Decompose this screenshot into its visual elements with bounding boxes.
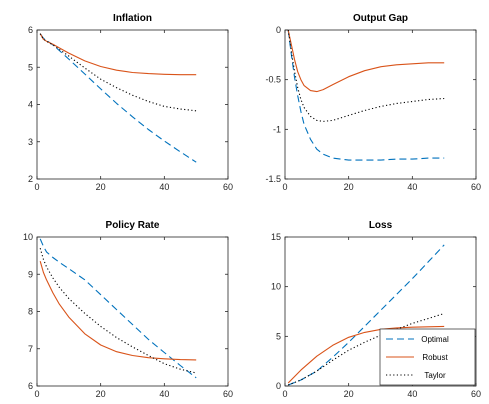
- y-tick-label: 9: [28, 269, 33, 279]
- y-tick-label: 6: [28, 381, 33, 391]
- x-tick-label: 40: [159, 389, 169, 399]
- chart-title: Inflation: [113, 13, 152, 24]
- series-line-taylor: [287, 312, 445, 386]
- series-line-optimal: [287, 29, 445, 161]
- series-line-optimal: [39, 33, 197, 163]
- series-line-robust: [287, 29, 445, 93]
- x-tick-label: 40: [407, 389, 417, 399]
- series-line-robust: [39, 261, 197, 361]
- legend-label-optimal: Optimal: [421, 335, 449, 344]
- y-tick-label: 7: [28, 344, 33, 354]
- y-tick-label: 10: [271, 282, 281, 292]
- axes-box: [36, 236, 229, 387]
- x-tick-label: 20: [344, 389, 354, 399]
- series-line-robust: [39, 33, 197, 76]
- y-tick-label: 3: [28, 137, 33, 147]
- series-line-optimal: [39, 238, 197, 379]
- x-tick-label: 0: [34, 389, 39, 399]
- series-line-taylor: [39, 33, 197, 112]
- x-tick-label: 20: [344, 182, 354, 192]
- x-tick-label: 0: [282, 389, 287, 399]
- x-tick-label: 40: [407, 182, 417, 192]
- y-tick-label: 6: [28, 25, 33, 35]
- x-tick-label: 20: [96, 182, 106, 192]
- series-line-robust: [287, 325, 445, 384]
- subplot-policy-rate: Policy Rate 0 20 40 60 6 7 8 9 10: [23, 220, 233, 399]
- x-tick-label: 60: [471, 389, 481, 399]
- chart-title: Policy Rate: [106, 220, 160, 231]
- y-tick-label: 5: [276, 331, 281, 341]
- subplot-inflation: Inflation 0 20 40 60 2 3 4 5 6: [28, 13, 233, 192]
- y-tick-label: 0: [276, 25, 281, 35]
- chart-title: Loss: [369, 220, 393, 231]
- y-tick-label: 5: [28, 62, 33, 72]
- y-tick-label: -1: [273, 124, 281, 134]
- legend-label-robust: Robust: [422, 353, 448, 362]
- legend: Optimal Robust Taylor: [379, 328, 476, 386]
- y-tick-label: 10: [23, 232, 33, 242]
- x-tick-label: 0: [282, 182, 287, 192]
- chart-title: Output Gap: [353, 13, 408, 24]
- axes-box: [284, 236, 477, 387]
- y-tick-label: 4: [28, 100, 33, 110]
- axes-box: [36, 29, 229, 180]
- y-tick-label: -0.5: [265, 75, 281, 85]
- axes-box: [284, 29, 477, 180]
- x-tick-label: 60: [223, 182, 233, 192]
- x-tick-label: 40: [159, 182, 169, 192]
- y-tick-label: 2: [28, 174, 33, 184]
- y-tick-label: 0: [276, 381, 281, 391]
- x-tick-label: 0: [34, 182, 39, 192]
- x-tick-label: 60: [223, 389, 233, 399]
- x-tick-label: 60: [471, 182, 481, 192]
- x-tick-label: 20: [96, 389, 106, 399]
- y-tick-label: 8: [28, 307, 33, 317]
- legend-label-taylor: Taylor: [424, 371, 446, 380]
- series-line-taylor: [39, 248, 197, 374]
- series-line-taylor: [287, 29, 445, 122]
- subplot-loss: Loss 0 20 40 60 0 5 10 15 Optimal Robust Taylor: [271, 220, 481, 399]
- y-tick-label: -1.5: [265, 174, 281, 184]
- subplot-output-gap: Output Gap 0 20 40 60 -1.5 -1 -0.5 0: [265, 13, 481, 192]
- y-tick-label: 15: [271, 232, 281, 242]
